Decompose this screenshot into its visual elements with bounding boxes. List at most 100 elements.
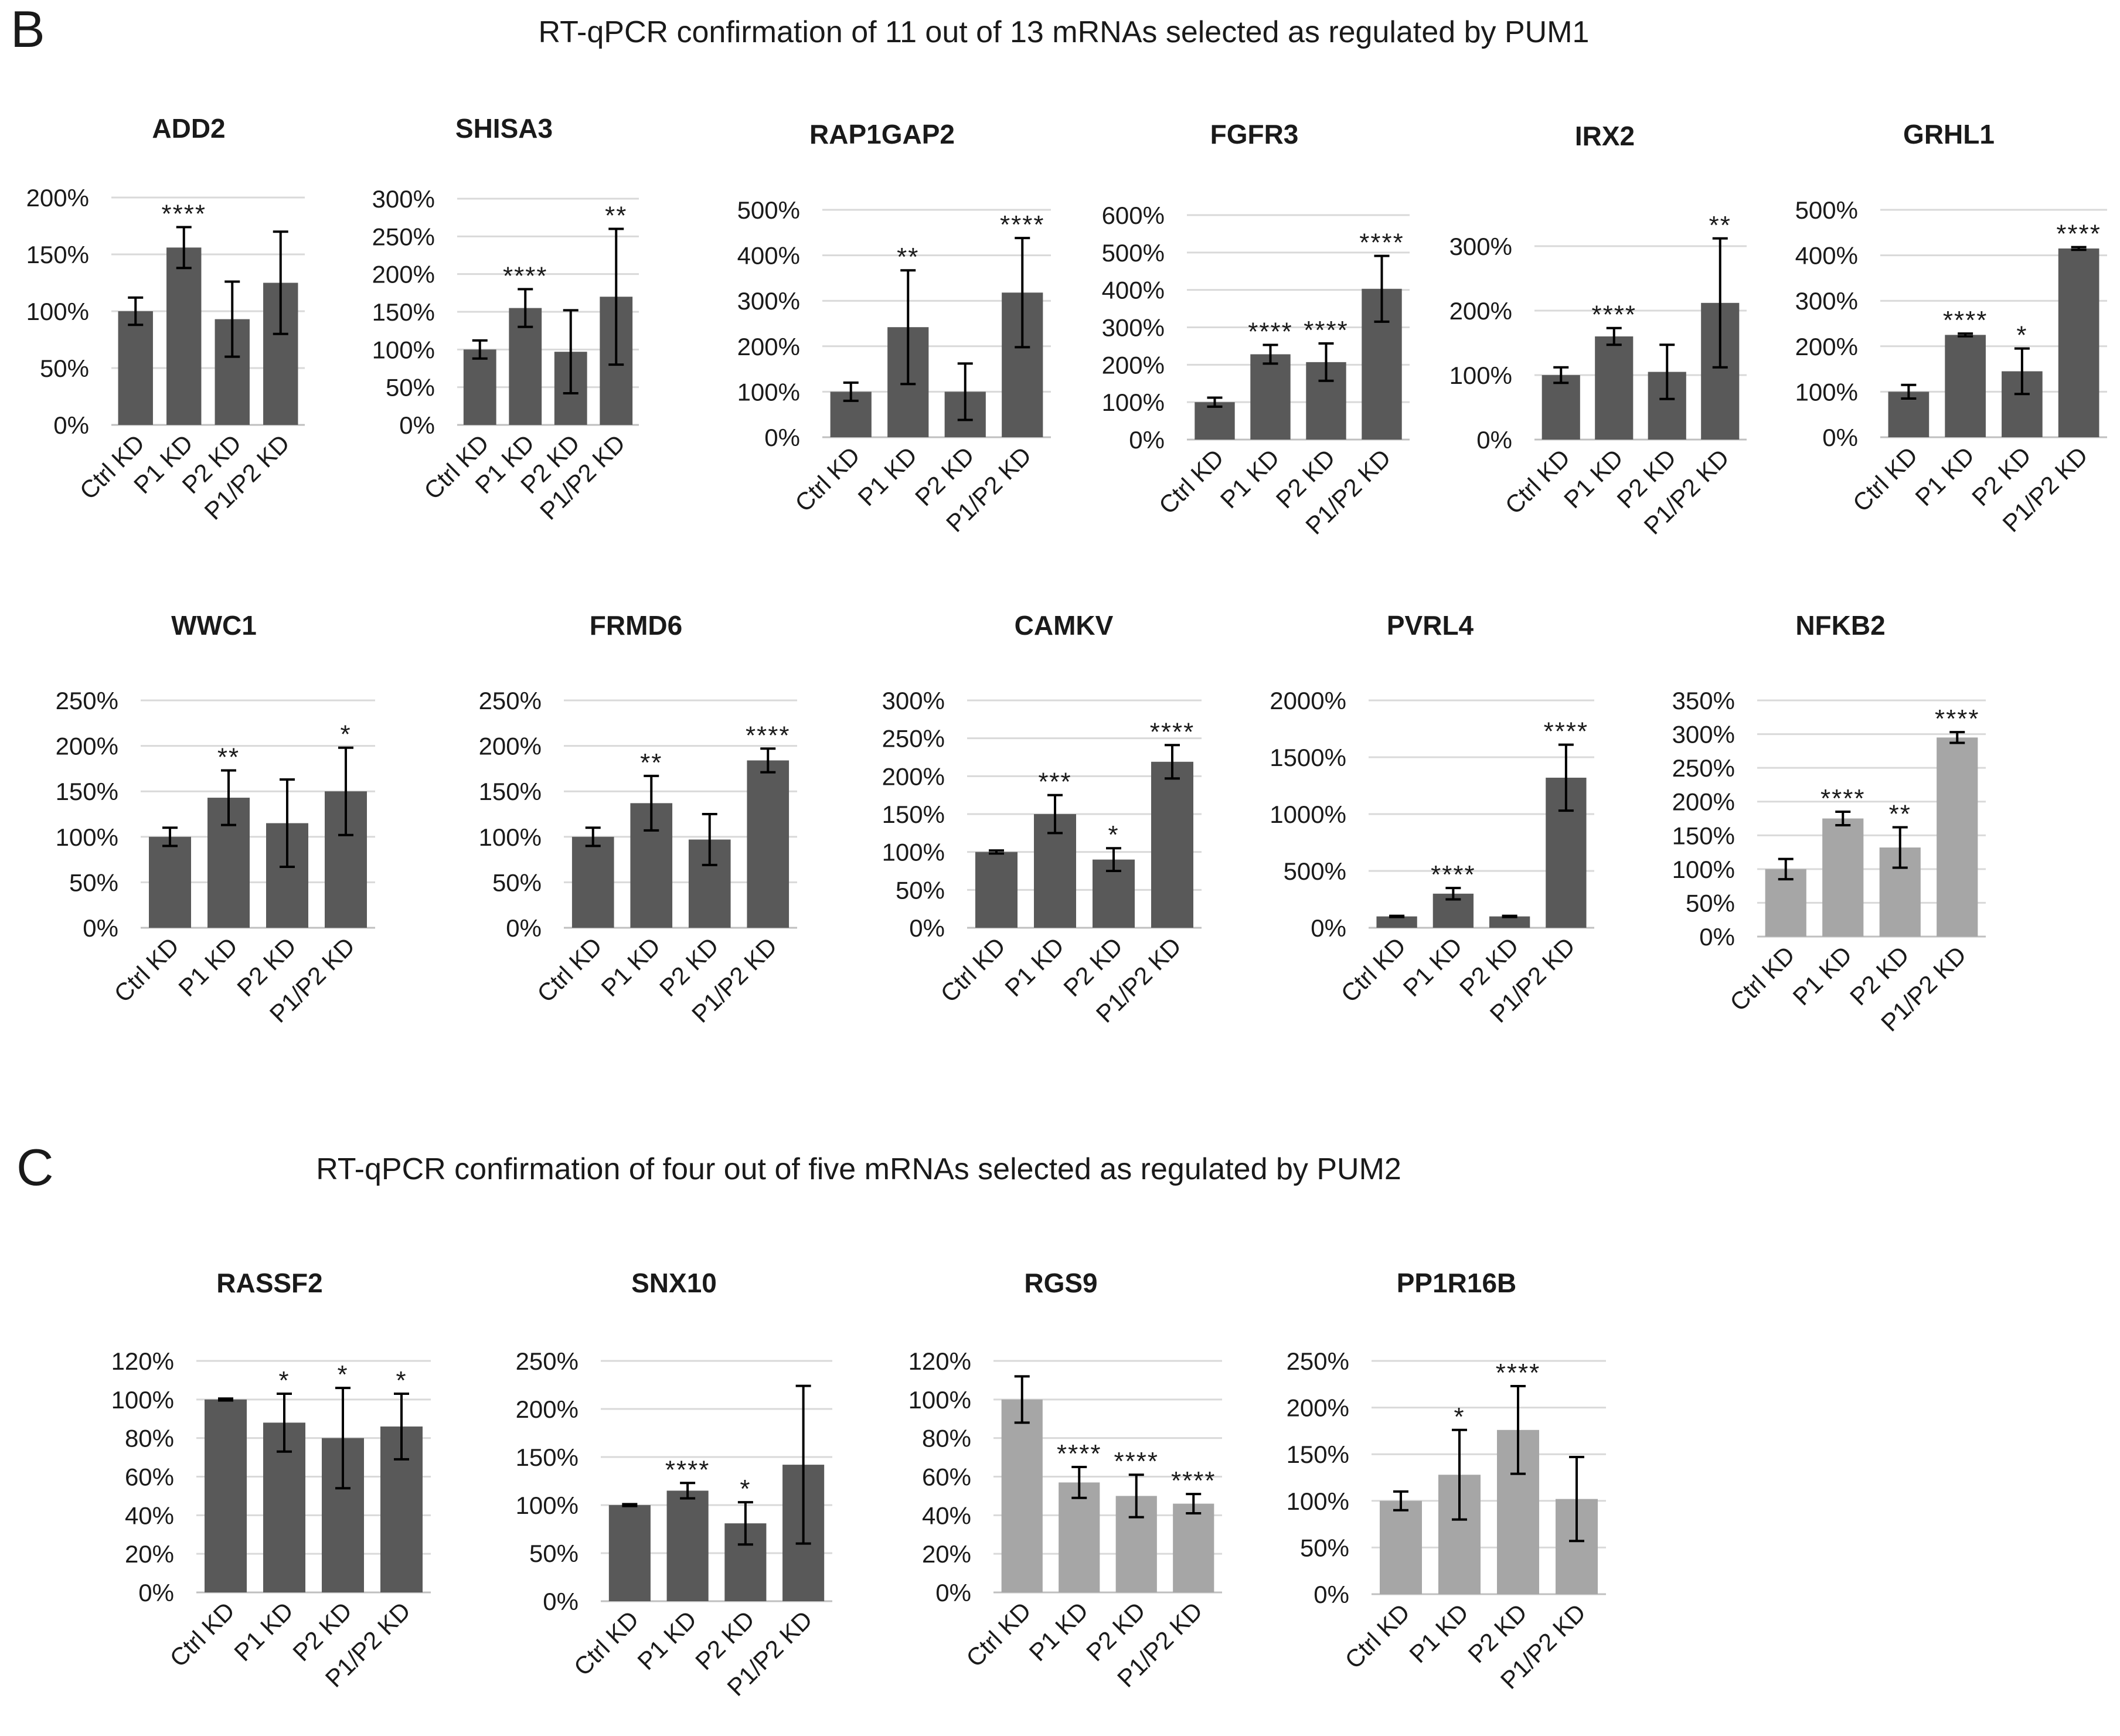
x-tick-label: Ctrl KD: [935, 932, 1010, 1007]
error-bar: [394, 1392, 409, 1461]
significance-marker: ****: [1057, 1439, 1102, 1468]
error-bar: [1445, 887, 1461, 901]
error-bar: [2071, 246, 2087, 251]
bar-ctrl-kd: [118, 311, 153, 425]
y-tick-label: 150%: [882, 801, 945, 828]
y-tick-label: 50%: [529, 1540, 579, 1567]
x-tick-label: Ctrl KD: [164, 1597, 240, 1672]
y-tick-label: 250%: [882, 725, 945, 753]
y-tick-label: 200%: [1795, 333, 1858, 360]
panel-b-header: B RT-qPCR confirmation of 11 out of 13 m…: [11, 0, 1589, 58]
y-tick-label: 300%: [1672, 721, 1735, 748]
x-tick-label: P1 KD: [1910, 441, 1979, 511]
chart-snx10: SNX10 0% 50% 100% 150% 200% 250% Ctrl KD **** P1 …: [516, 1268, 832, 1701]
y-tick-label: 50%: [1686, 889, 1735, 917]
significance-marker: **: [640, 748, 662, 777]
y-tick-label: 250%: [1672, 754, 1735, 782]
y-tick-label: 40%: [125, 1502, 174, 1529]
bar-p1-p2-kd: [747, 760, 790, 928]
y-tick-label: 300%: [1102, 314, 1165, 342]
y-tick-label: 120%: [111, 1347, 174, 1375]
y-tick-label: 200%: [56, 733, 118, 760]
x-tick-label: P1 KD: [632, 1605, 702, 1675]
x-tick-label: P1 KD: [1558, 444, 1628, 513]
y-tick-label: 300%: [1449, 233, 1512, 260]
significance-marker: ****: [1431, 860, 1476, 889]
chart-title: FRMD6: [590, 610, 682, 641]
y-tick-label: 100%: [1672, 856, 1735, 883]
error-bar: [1553, 366, 1569, 384]
error-bar: [1071, 1466, 1087, 1499]
y-tick-label: 0%: [909, 914, 945, 942]
y-tick-label: 150%: [1287, 1441, 1349, 1468]
y-tick-label: 200%: [737, 333, 800, 360]
y-tick-label: 250%: [516, 1347, 579, 1375]
y-tick-label: 100%: [26, 298, 89, 325]
y-tick-label: 0%: [935, 1579, 971, 1606]
chart-title: RASSF2: [216, 1268, 322, 1298]
y-tick-label: 50%: [1300, 1534, 1349, 1561]
x-tick-label: Ctrl KD: [790, 441, 865, 517]
panel-c-header: C RT-qPCR confirmation of four out of fi…: [16, 1138, 1401, 1196]
y-tick-label: 200%: [1449, 297, 1512, 325]
significance-marker: ****: [162, 199, 207, 228]
error-bar: [1014, 1375, 1030, 1424]
y-tick-label: 400%: [1795, 242, 1858, 270]
bar-ctrl-kd: [1001, 1399, 1043, 1592]
y-tick-label: 100%: [1102, 389, 1165, 416]
bar-p1-kd: [1945, 335, 1986, 437]
error-bar: [1389, 914, 1405, 918]
error-bar: [585, 826, 601, 847]
chart-title: SNX10: [631, 1268, 717, 1298]
chart-title: RGS9: [1024, 1268, 1097, 1298]
y-tick-label: 80%: [125, 1425, 174, 1452]
y-tick-label: 0%: [506, 914, 542, 942]
y-tick-label: 300%: [882, 687, 945, 714]
bar-ctrl-kd: [463, 349, 496, 425]
y-tick-label: 0%: [543, 1588, 579, 1615]
chart-title: PVRL4: [1387, 610, 1474, 641]
error-bar: [1502, 914, 1517, 918]
y-tick-label: 200%: [1672, 788, 1735, 816]
significance-marker: *: [396, 1366, 407, 1395]
y-tick-label: 150%: [1672, 822, 1735, 849]
significance-marker: ****: [1150, 717, 1195, 746]
significance-marker: **: [217, 743, 240, 772]
bar-ctrl-kd: [1380, 1500, 1422, 1594]
x-tick-label: Ctrl KD: [1336, 932, 1411, 1007]
error-bar: [1892, 826, 1908, 869]
error-bar: [128, 296, 144, 326]
error-bar: [472, 339, 488, 360]
chart-title: FGFR3: [1210, 119, 1299, 149]
significance-marker: ****: [1820, 784, 1866, 813]
error-bar: [563, 309, 579, 394]
error-bar: [1606, 326, 1622, 346]
chart-title: SHISA3: [455, 113, 553, 144]
bar-p1-p2-kd: [1151, 761, 1193, 928]
y-tick-label: 250%: [1287, 1347, 1349, 1375]
error-bar: [608, 227, 624, 366]
y-tick-label: 100%: [479, 823, 542, 851]
significance-marker: ****: [1000, 210, 1045, 239]
x-tick-label: Ctrl KD: [1724, 941, 1800, 1016]
chart-title: IRX2: [1575, 121, 1635, 151]
y-tick-label: 150%: [516, 1444, 579, 1471]
y-tick-label: 50%: [896, 876, 945, 904]
x-tick-label: P1 KD: [999, 932, 1069, 1002]
y-tick-label: 0%: [1476, 426, 1512, 454]
error-bar: [1712, 237, 1728, 369]
bar-ctrl-kd: [571, 836, 614, 928]
x-tick-label: Ctrl KD: [74, 429, 150, 505]
chart-title: CAMKV: [1015, 610, 1114, 641]
error-bar: [335, 1387, 351, 1490]
bar-p1-kd: [666, 1490, 709, 1601]
error-bar: [224, 280, 240, 358]
error-bar: [760, 747, 776, 774]
error-bar: [900, 269, 916, 386]
error-bar: [277, 1392, 292, 1453]
y-tick-label: 200%: [372, 261, 435, 288]
error-bar: [273, 230, 288, 335]
y-tick-label: 200%: [479, 733, 542, 760]
